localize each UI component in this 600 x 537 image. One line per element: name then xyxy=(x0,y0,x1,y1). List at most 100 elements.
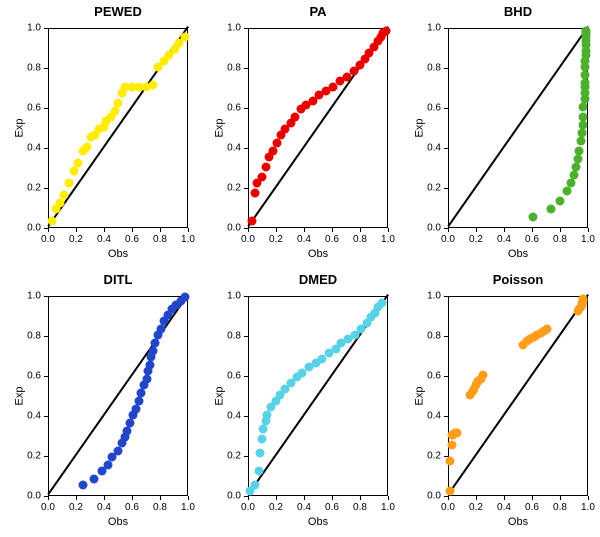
data-point xyxy=(143,375,152,384)
y-tick xyxy=(44,228,48,229)
x-axis-label-bhd: Obs xyxy=(508,248,528,260)
y-tick-label: 0.6 xyxy=(227,103,241,114)
x-tick xyxy=(188,496,189,500)
x-tick-label: 0.0 xyxy=(241,234,255,245)
y-tick xyxy=(44,416,48,417)
x-tick-label: 0.8 xyxy=(153,502,167,513)
x-tick-label: 0.2 xyxy=(269,234,283,245)
y-tick-label: 0.4 xyxy=(427,411,441,422)
x-tick xyxy=(448,496,449,500)
x-tick xyxy=(560,228,561,232)
x-axis-label-pewed: Obs xyxy=(108,248,128,260)
plot-area-poisson xyxy=(448,296,588,496)
data-point xyxy=(257,435,266,444)
data-point xyxy=(378,299,387,308)
y-tick-label: 0.2 xyxy=(27,183,41,194)
data-point xyxy=(291,113,300,122)
panel-title-bhd: BHD xyxy=(504,4,532,19)
y-tick xyxy=(244,496,248,497)
y-tick xyxy=(444,188,448,189)
x-axis-label-pa: Obs xyxy=(308,248,328,260)
x-tick xyxy=(448,228,449,232)
y-tick-label: 1.0 xyxy=(427,291,441,302)
y-tick-label: 0.4 xyxy=(427,143,441,154)
x-tick xyxy=(388,496,389,500)
x-tick-label: 0.4 xyxy=(297,502,311,513)
x-tick-label: 0.6 xyxy=(325,502,339,513)
x-tick xyxy=(588,496,589,500)
x-tick-label: 0.2 xyxy=(469,234,483,245)
y-tick-label: 0.2 xyxy=(227,451,241,462)
x-tick-label: 1.0 xyxy=(181,502,195,513)
y-tick xyxy=(244,28,248,29)
data-point xyxy=(576,137,585,146)
data-point xyxy=(562,187,571,196)
y-tick xyxy=(44,68,48,69)
y-axis-label-bhd: Exp xyxy=(413,119,425,138)
panel-title-ditl: DITL xyxy=(104,272,133,287)
y-tick xyxy=(44,496,48,497)
data-point xyxy=(47,217,56,226)
y-axis-label-poisson: Exp xyxy=(413,387,425,406)
y-tick xyxy=(44,296,48,297)
data-point xyxy=(257,173,266,182)
data-point xyxy=(70,167,79,176)
qq-plot-grid: PEWED0.00.20.40.60.81.00.00.20.40.60.81.… xyxy=(0,0,600,537)
data-point xyxy=(446,487,455,496)
x-tick xyxy=(188,228,189,232)
panel-pewed: PEWED0.00.20.40.60.81.00.00.20.40.60.81.… xyxy=(0,0,200,268)
y-tick-label: 0.6 xyxy=(227,371,241,382)
data-point xyxy=(137,389,146,398)
data-point xyxy=(263,411,272,420)
data-point xyxy=(575,147,584,156)
y-tick-label: 0.6 xyxy=(27,371,41,382)
data-point xyxy=(82,143,91,152)
data-point xyxy=(56,199,65,208)
x-tick xyxy=(48,228,49,232)
y-tick xyxy=(44,28,48,29)
y-tick xyxy=(44,108,48,109)
data-point xyxy=(261,163,270,172)
x-tick-label: 0.8 xyxy=(553,502,567,513)
panel-dmed: DMED0.00.20.40.60.81.00.00.20.40.60.81.0… xyxy=(200,268,400,536)
x-tick-label: 0.8 xyxy=(153,234,167,245)
y-tick xyxy=(44,456,48,457)
data-point xyxy=(64,179,73,188)
data-point xyxy=(259,425,268,434)
data-point xyxy=(566,179,575,188)
y-tick-label: 0.4 xyxy=(227,411,241,422)
data-point xyxy=(569,171,578,180)
y-tick-label: 0.2 xyxy=(427,451,441,462)
x-tick xyxy=(360,228,361,232)
x-tick xyxy=(248,228,249,232)
y-tick-label: 0.6 xyxy=(427,103,441,114)
y-tick xyxy=(444,228,448,229)
x-axis-label-dmed: Obs xyxy=(308,516,328,528)
data-point xyxy=(123,427,132,436)
panel-bhd: BHD0.00.20.40.60.81.00.00.20.40.60.81.0O… xyxy=(400,0,600,268)
data-point xyxy=(579,113,588,122)
x-tick-label: 0.4 xyxy=(497,234,511,245)
y-tick xyxy=(244,228,248,229)
data-point xyxy=(579,121,588,130)
y-tick-label: 0.6 xyxy=(427,371,441,382)
data-point xyxy=(382,27,391,36)
panel-ditl: DITL0.00.20.40.60.81.00.00.20.40.60.81.0… xyxy=(0,268,200,536)
x-tick-label: 1.0 xyxy=(581,234,595,245)
data-point xyxy=(543,325,552,334)
y-tick xyxy=(444,148,448,149)
data-point xyxy=(157,325,166,334)
y-axis-label-ditl: Exp xyxy=(13,387,25,406)
y-tick-label: 0.4 xyxy=(227,143,241,154)
data-point xyxy=(126,419,135,428)
y-tick-label: 0.2 xyxy=(227,183,241,194)
panel-title-poisson: Poisson xyxy=(493,272,544,287)
panel-poisson: Poisson0.00.20.40.60.81.00.00.20.40.60.8… xyxy=(400,268,600,536)
x-tick xyxy=(76,228,77,232)
data-point xyxy=(110,107,119,116)
y-tick-label: 0.4 xyxy=(27,411,41,422)
y-tick xyxy=(244,68,248,69)
y-tick-label: 0.0 xyxy=(427,223,441,234)
x-tick xyxy=(132,496,133,500)
y-tick xyxy=(444,456,448,457)
